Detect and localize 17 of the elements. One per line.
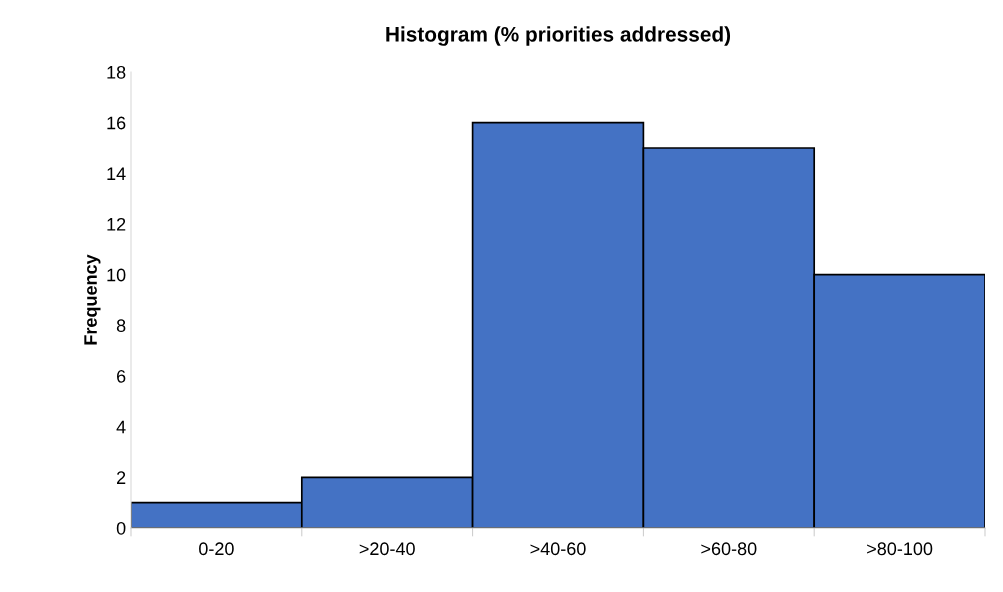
- y-tick-label: 10: [107, 268, 126, 282]
- x-tick-label: >40-60: [530, 542, 586, 556]
- y-tick-label: 14: [107, 167, 126, 180]
- y-tick-label: 4: [116, 420, 126, 434]
- x-tick-label: >60-80: [701, 542, 757, 556]
- y-axis-title: Frequency: [84, 254, 101, 345]
- y-tick-label: 0: [116, 521, 126, 535]
- y-tick-label: 8: [116, 319, 126, 333]
- y-tick-label: 16: [107, 116, 126, 130]
- x-tick-label: >80-100: [867, 542, 933, 556]
- y-tick-label: 18: [107, 65, 126, 79]
- y-tick-label: 6: [117, 369, 126, 383]
- x-tick-label: 0-20: [199, 542, 234, 556]
- chart-title: Histogram (% priorities addressed): [386, 26, 731, 46]
- y-tick-label: 2: [117, 471, 126, 484]
- y-tick-label: 12: [107, 217, 126, 231]
- x-tick-label: >20-40: [359, 542, 415, 556]
